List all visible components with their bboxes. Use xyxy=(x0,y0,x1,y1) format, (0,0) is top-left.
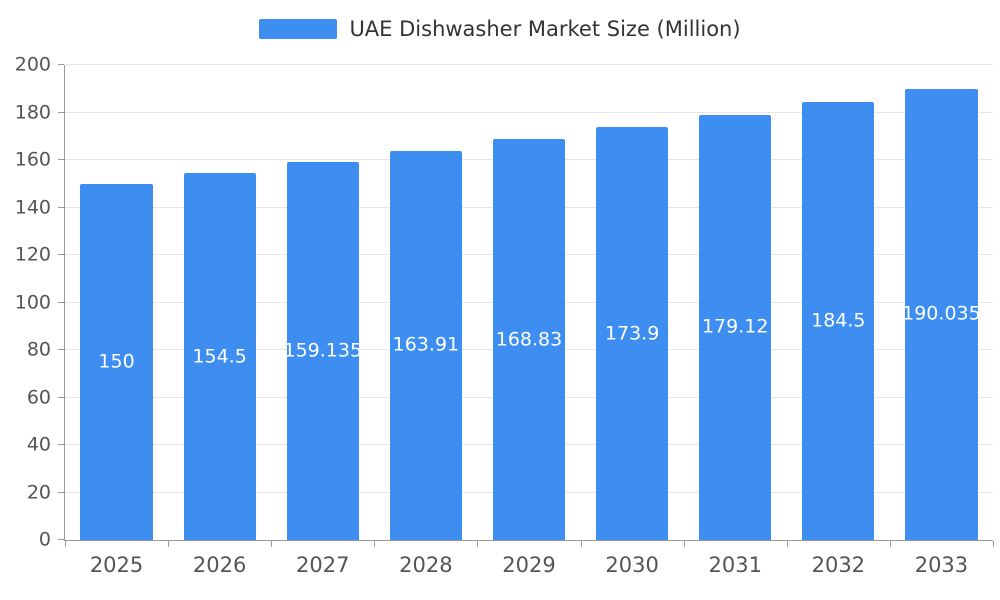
bar-2031[interactable]: 179.12 xyxy=(699,114,772,540)
y-tick-mark xyxy=(58,64,64,65)
bar-2032[interactable]: 184.5 xyxy=(802,101,875,540)
bar-2025[interactable]: 150 xyxy=(80,183,153,540)
x-tick-label: 2031 xyxy=(708,553,762,577)
y-tick-label: 60 xyxy=(26,386,51,408)
x-tick-mark xyxy=(168,541,170,547)
bar-2030[interactable]: 173.9 xyxy=(596,127,669,540)
legend-swatch[interactable] xyxy=(259,19,338,39)
x-tick-label: 2030 xyxy=(605,553,659,577)
bar-2033[interactable]: 190.035 xyxy=(902,88,981,540)
x-axis-line xyxy=(64,540,993,541)
x-tick-mark xyxy=(683,541,685,547)
x-tick-label: 2025 xyxy=(89,553,144,577)
bar-value-label: 168.83 xyxy=(495,328,563,351)
bar-2029[interactable]: 168.83 xyxy=(492,139,566,540)
x-tick-mark xyxy=(65,541,66,547)
bar-value-label: 190.035 xyxy=(902,302,981,325)
bar-value-label: 159.135 xyxy=(283,339,363,362)
x-tick-mark xyxy=(993,541,994,547)
legend-label: UAE Dishwasher Market Size (Million) xyxy=(349,17,741,41)
y-tick-mark xyxy=(58,349,64,350)
y-tick-label: 80 xyxy=(26,338,51,361)
y-tick-mark xyxy=(58,159,64,160)
y-tick-mark xyxy=(58,491,64,493)
y-axis-line xyxy=(64,65,65,540)
bar-2026[interactable]: 154.5 xyxy=(183,173,256,540)
y-tick-label: 120 xyxy=(14,243,51,266)
y-tick-mark xyxy=(58,539,64,540)
y-tick-mark xyxy=(58,206,64,208)
y-tick-label: 180 xyxy=(14,101,51,123)
bar-2027[interactable]: 159.135 xyxy=(283,162,362,540)
bar-value-label: 184.5 xyxy=(811,309,866,332)
x-tick-mark xyxy=(271,541,273,547)
bar-value-label: 179.12 xyxy=(701,315,769,338)
y-tick-mark xyxy=(58,396,64,398)
y-tick-mark xyxy=(58,301,64,303)
bar-value-label: 173.9 xyxy=(604,322,660,344)
x-tick-mark xyxy=(374,541,376,547)
plot-area: 0 20 40 60 80 100 120 140 160 180 200 150 2025 154.5 2… xyxy=(15,55,994,576)
x-tick-mark xyxy=(580,541,582,547)
y-tick-mark xyxy=(58,444,64,445)
bar-value-label: 154.5 xyxy=(192,345,247,368)
x-tick-label: 2026 xyxy=(192,553,247,577)
y-tick-label: 100 xyxy=(14,291,51,313)
y-tick-label: 200 xyxy=(14,53,51,76)
y-gridline xyxy=(65,111,993,113)
y-tick-mark xyxy=(58,111,64,113)
y-tick-mark xyxy=(58,254,64,255)
x-tick-mark xyxy=(786,541,788,547)
x-tick-mark xyxy=(889,541,891,547)
y-tick-label: 0 xyxy=(38,528,51,551)
x-tick-label: 2033 xyxy=(914,553,969,577)
x-tick-mark xyxy=(477,541,479,547)
y-tick-label: 140 xyxy=(14,196,51,218)
bar-value-label: 163.91 xyxy=(392,333,460,356)
legend[interactable]: UAE Dishwasher Market Size (Million) xyxy=(0,17,1000,41)
x-tick-label: 2028 xyxy=(399,553,453,577)
y-tick-label: 40 xyxy=(26,433,51,456)
bar-2028[interactable]: 163.91 xyxy=(389,150,462,540)
x-tick-label: 2032 xyxy=(811,553,866,577)
x-tick-label: 2029 xyxy=(502,553,556,577)
y-tick-label: 20 xyxy=(26,481,51,503)
y-tick-label: 160 xyxy=(14,148,51,171)
x-tick-label: 2027 xyxy=(296,553,350,577)
y-gridline xyxy=(65,64,993,65)
bar-value-label: 150 xyxy=(98,350,135,373)
